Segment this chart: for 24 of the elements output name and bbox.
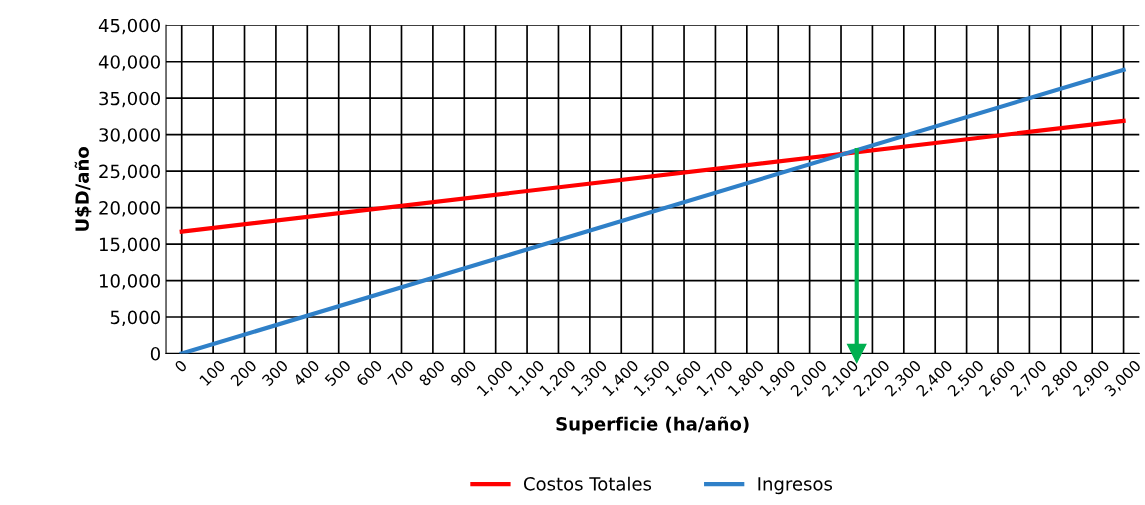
- x-tick-label: 800: [418, 359, 446, 387]
- y-tick-label: 45,000: [98, 18, 160, 35]
- legend-label: Costos Totales: [523, 476, 652, 491]
- x-tick-label: 100: [198, 359, 226, 387]
- y-tick-label: 0: [150, 346, 160, 361]
- x-tick-label: 400: [292, 359, 321, 387]
- y-tick-label: 5,000: [110, 310, 160, 326]
- x-tick-label: 0: [173, 359, 188, 373]
- y-tick-label: 35,000: [99, 91, 160, 108]
- y-tick-label: 30,000: [99, 128, 160, 144]
- legend-label: Ingresos: [758, 477, 833, 495]
- y-tick-label: 40,000: [98, 55, 160, 71]
- y-tick-label: 15,000: [99, 237, 160, 254]
- x-tick-label: 500: [324, 359, 352, 387]
- x-tick-label: 700: [387, 359, 415, 387]
- y-tick-label: 25,000: [99, 164, 160, 181]
- x-tick-label: 600: [355, 359, 383, 387]
- x-tick-label: 200: [229, 359, 258, 387]
- y-tick-label: 20,000: [99, 201, 160, 217]
- x-tick-label: 900: [449, 359, 478, 387]
- y-axis-title: U$D/año: [74, 147, 92, 231]
- x-axis-title: Superficie (ha/año): [556, 416, 749, 435]
- y-tick-label: 10,000: [99, 274, 160, 290]
- x-tick-label: 300: [261, 359, 289, 387]
